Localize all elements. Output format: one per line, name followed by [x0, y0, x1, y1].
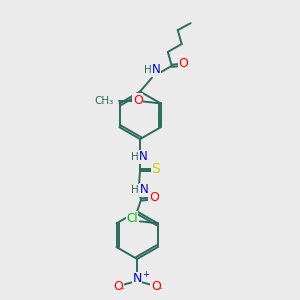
Text: O: O: [151, 280, 161, 293]
Text: N: N: [132, 272, 142, 285]
Text: O: O: [149, 191, 159, 204]
Text: N: N: [152, 63, 160, 76]
Text: O: O: [133, 94, 143, 107]
Text: H: H: [144, 65, 152, 75]
Text: ⁻: ⁻: [120, 287, 125, 297]
Text: H: H: [131, 152, 139, 162]
Text: CH₃: CH₃: [94, 97, 113, 106]
Text: +: +: [142, 270, 149, 279]
Text: S: S: [152, 162, 160, 176]
Text: N: N: [140, 183, 148, 196]
Text: O: O: [179, 57, 189, 70]
Text: O: O: [113, 280, 123, 293]
Text: ⁻: ⁻: [157, 287, 163, 297]
Text: N: N: [139, 150, 147, 164]
Text: Cl: Cl: [126, 212, 138, 225]
Text: H: H: [131, 184, 139, 195]
